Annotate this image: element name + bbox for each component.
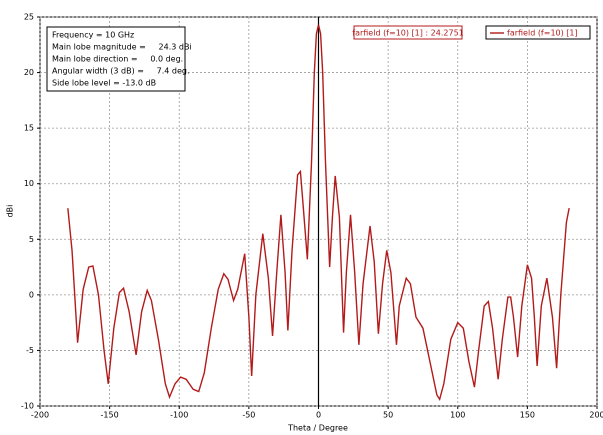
marker-label-frame — [353, 25, 463, 40]
data-line — [67, 24, 570, 402]
x-tick-label: 50 — [383, 411, 393, 420]
legend-frame — [485, 25, 591, 40]
x-tick-label: -200 — [31, 411, 49, 420]
x-tick-label: 100 — [450, 411, 465, 420]
y-tick-label: 20 — [24, 68, 34, 77]
y-tick-label: 5 — [29, 235, 34, 244]
y-axis-label: dBi — [6, 205, 15, 218]
y-tick-label: 10 — [24, 179, 34, 188]
y-tick-label: 15 — [24, 124, 34, 133]
y-tick-label: -10 — [21, 402, 34, 411]
info-line: Main lobe magnitude = 24.3 dBi — [52, 43, 192, 52]
x-tick-label: 150 — [520, 411, 535, 420]
x-tick-label: -50 — [242, 411, 255, 420]
marker-label: farfield (f=10) [1] : 24.2751 — [352, 29, 464, 38]
legend-label: farfield (f=10) [1] — [507, 29, 578, 38]
info-line: Main lobe direction = 0.0 deg. — [52, 55, 183, 64]
y-tick-label: -5 — [26, 346, 34, 355]
info-box-frame — [46, 26, 186, 92]
info-line: Side lobe level = -13.0 dB — [52, 79, 156, 88]
info-box: Frequency = 10 GHz Main lobe magnitude = … — [46, 26, 192, 92]
info-line: Angular width (3 dB) = 7.4 deg. — [52, 67, 190, 76]
x-tick-label: 0 — [316, 411, 321, 420]
x-tick-label: 200 — [589, 411, 603, 420]
y-tick-label: 25 — [24, 13, 34, 22]
legend: farfield (f=10) [1] — [485, 25, 591, 40]
x-axis-label: Theta / Degree — [287, 424, 348, 433]
y-tick-label: 0 — [29, 290, 34, 299]
x-tick-label: -150 — [101, 411, 119, 420]
info-line: Frequency = 10 GHz — [52, 31, 134, 40]
x-tick-label: -100 — [170, 411, 188, 420]
